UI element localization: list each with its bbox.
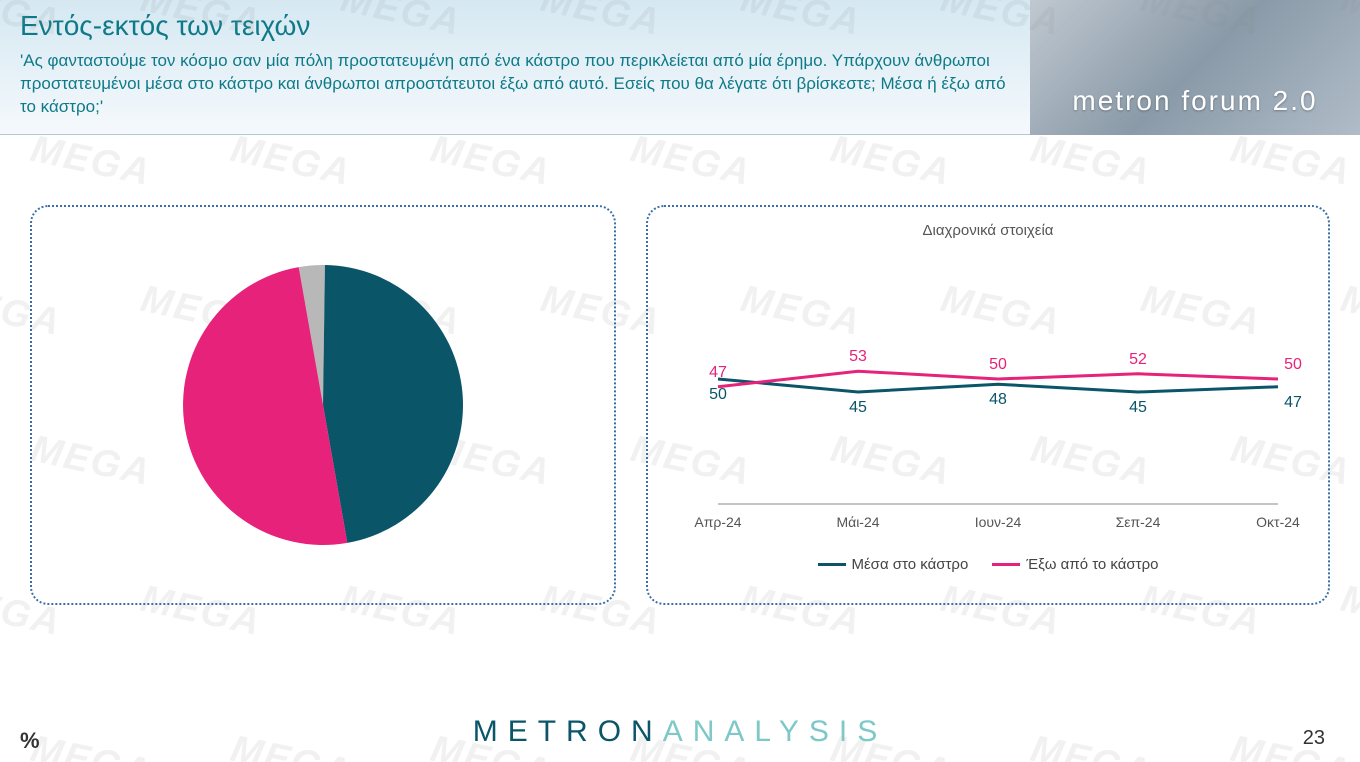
data-label: 45 — [1129, 399, 1147, 416]
data-label: 47 — [1284, 394, 1302, 411]
footer: % METRONANALYSIS 23 — [0, 702, 1360, 762]
brand-logo-text: metron forum 2.0 — [1072, 85, 1317, 117]
x-axis-label: Μάι-24 — [836, 514, 879, 530]
legend-label: Έξω από το κάστρο — [1026, 556, 1158, 573]
page-number: 23 — [1303, 727, 1325, 750]
content-row: Διαχρονικά στοιχεία Απρ-24 Μάι-24 Ιουν-24 Σ… — [0, 135, 1360, 605]
line-series — [718, 379, 1278, 392]
data-label: 45 — [849, 399, 867, 416]
data-label: 52 — [1129, 351, 1147, 368]
line-chart-panel: Διαχρονικά στοιχεία Απρ-24 Μάι-24 Ιουν-24 Σ… — [646, 205, 1330, 605]
line-chart: Απρ-24 Μάι-24 Ιουν-24 Σεπ-24 Οκτ-24 50 45 48 45 4… — [668, 239, 1308, 549]
x-axis-label: Σεπ-24 — [1116, 514, 1161, 530]
x-axis-label: Οκτ-24 — [1256, 514, 1300, 530]
data-label: 50 — [1284, 356, 1302, 373]
pie-slice — [323, 265, 463, 543]
legend-swatch — [992, 563, 1020, 566]
footer-logo-part2: ANALYSIS — [663, 715, 888, 748]
footer-logo: METRONANALYSIS — [473, 715, 888, 749]
x-axis-label: Απρ-24 — [694, 514, 741, 530]
legend-item: Έξω από το κάστρο — [992, 556, 1158, 573]
data-label: 53 — [849, 348, 867, 365]
line-chart-title: Διαχρονικά στοιχεία — [668, 222, 1308, 239]
percent-symbol: % — [20, 728, 40, 754]
page-title: Εντός-εκτός των τειχών — [20, 10, 1010, 42]
data-label: 47 — [709, 364, 727, 381]
pie-chart — [173, 255, 473, 555]
legend-swatch — [818, 563, 846, 566]
page-subtitle: 'Ας φανταστούμε τον κόσμο σαν μία πόλη π… — [20, 50, 1010, 119]
brand-logo-box: metron forum 2.0 — [1030, 0, 1360, 135]
data-label: 50 — [989, 356, 1007, 373]
header: Εντός-εκτός των τειχών 'Ας φανταστούμε τ… — [0, 0, 1360, 135]
footer-logo-part1: METRON — [473, 715, 663, 748]
data-label: 48 — [989, 391, 1007, 408]
legend-item: Μέσα στο κάστρο — [818, 556, 969, 573]
legend-label: Μέσα στο κάστρο — [852, 556, 969, 573]
pie-chart-panel — [30, 205, 616, 605]
x-axis-label: Ιουν-24 — [975, 514, 1022, 530]
header-text-block: Εντός-εκτός των τειχών 'Ας φανταστούμε τ… — [0, 0, 1030, 134]
line-chart-legend: Μέσα στο κάστρο Έξω από το κάστρο — [648, 553, 1328, 573]
data-label: 50 — [709, 386, 727, 403]
